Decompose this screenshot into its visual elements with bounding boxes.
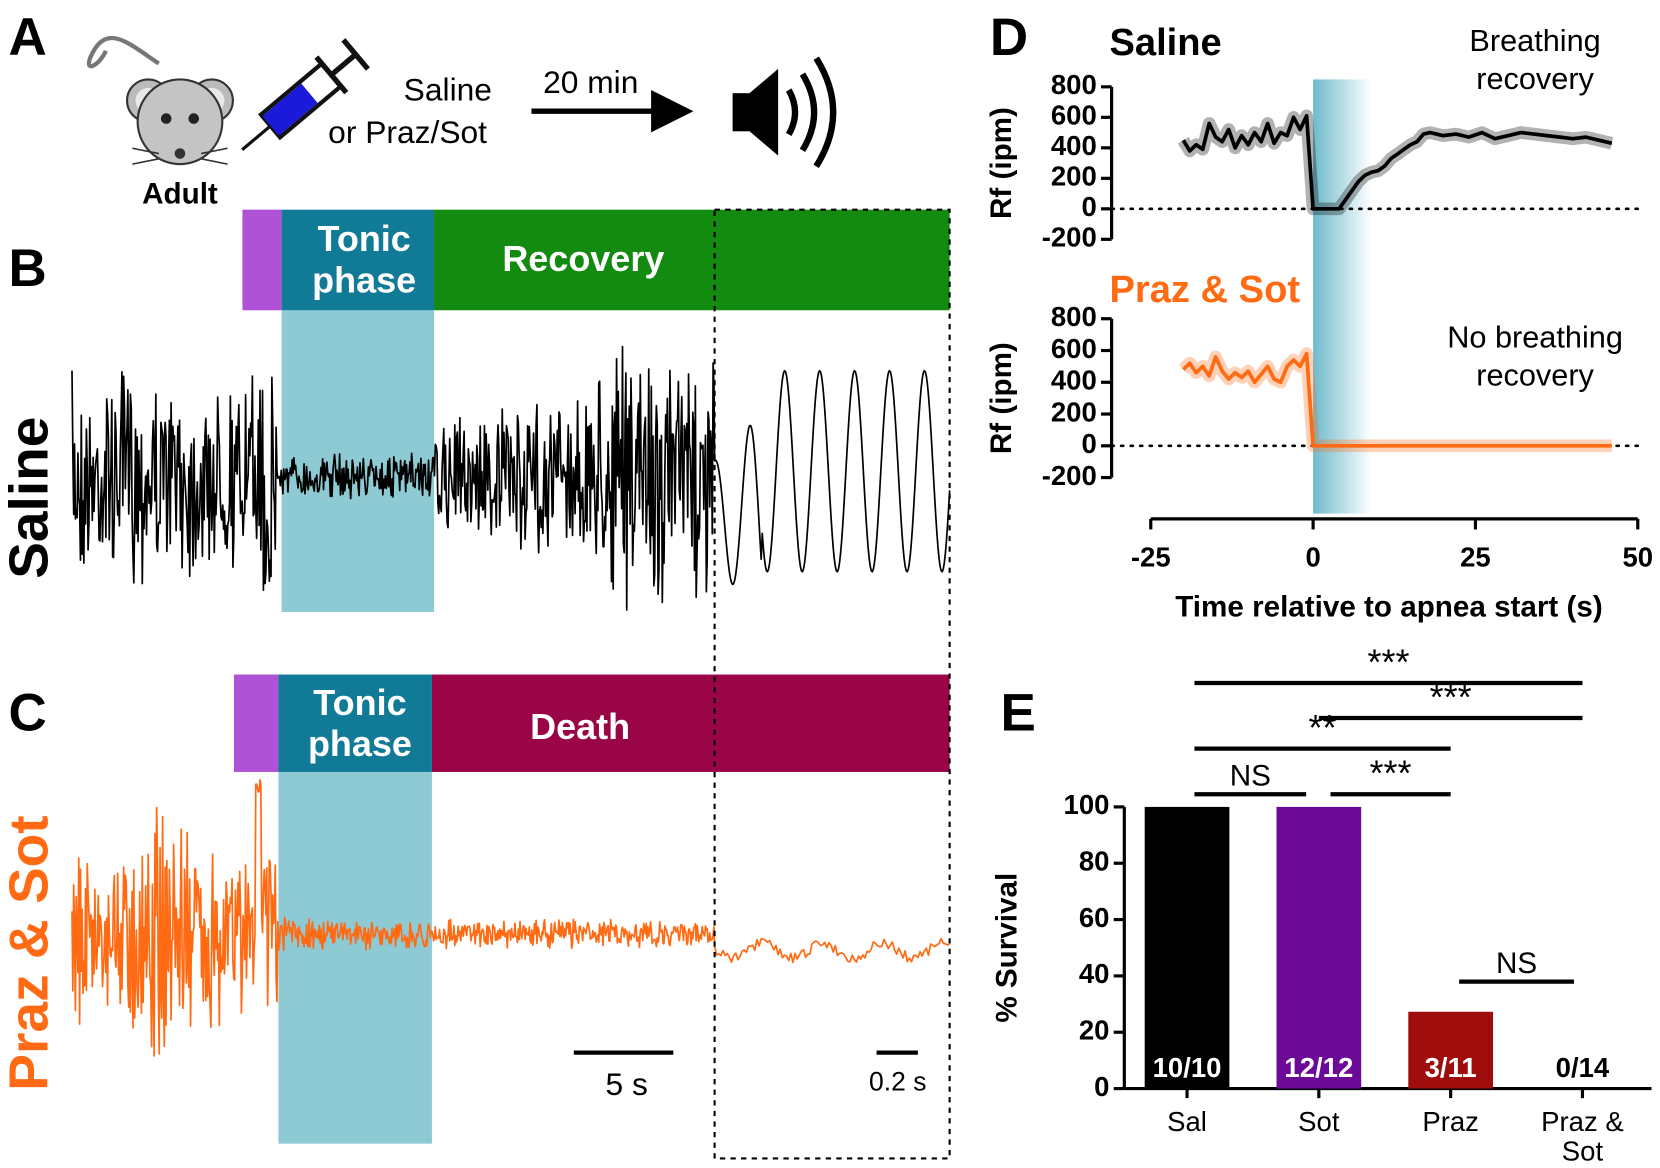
y-tick-label: 200 — [1051, 396, 1097, 427]
y-tick-label: 600 — [1051, 333, 1097, 364]
zoom-box — [713, 208, 951, 1160]
significance-label: *** — [1430, 676, 1472, 717]
tonic-shade — [278, 771, 432, 1144]
x-tick-label: 0 — [1305, 541, 1320, 572]
line-band — [1177, 109, 1614, 216]
y-axis-label: % Survival — [990, 873, 1023, 1023]
x-tick-label: Praz & Sot — [1541, 1106, 1624, 1167]
y-tick-label: 100 — [1064, 789, 1110, 820]
phase-label: Death — [530, 706, 630, 747]
phase-bar — [434, 209, 950, 311]
significance-label: *** — [1367, 642, 1409, 683]
bar — [1144, 806, 1230, 1089]
y-axis-label: Rf (ipm) — [985, 342, 1018, 454]
x-tick-label: 25 — [1460, 541, 1491, 572]
annotation: recovery — [1476, 357, 1594, 392]
y-tick-label: -200 — [1042, 222, 1097, 253]
x-tick-label: Praz — [1422, 1106, 1479, 1137]
phase-label: phase — [308, 723, 412, 764]
tonic-shade — [281, 310, 435, 613]
y-tick-label: -200 — [1042, 460, 1097, 491]
phase-bar — [431, 674, 950, 772]
scale-label: 0.2 s — [869, 1067, 926, 1097]
x-tick-label: 50 — [1622, 541, 1653, 572]
row-label: Saline — [0, 417, 60, 579]
line — [1181, 351, 1612, 448]
y-axis-label: Rf (ipm) — [985, 107, 1018, 219]
annotation: Breathing — [1469, 23, 1600, 58]
significance-label: NS — [1496, 947, 1537, 980]
x-axis-label: Time relative to apnea start (s) — [1175, 590, 1602, 623]
row-label: Praz & Sot — [0, 815, 60, 1090]
x-tick-label: Sot — [1298, 1106, 1340, 1137]
traces — [71, 345, 951, 1057]
panel-letter: D — [990, 8, 1028, 67]
phase-label: Tonic — [313, 682, 406, 723]
bar — [1408, 1011, 1493, 1089]
phase-bar — [281, 209, 435, 311]
value-label: 12/12 — [1284, 1052, 1353, 1083]
y-tick-label: 0 — [1081, 428, 1096, 459]
arrow — [531, 90, 694, 133]
significance-label: *** — [1370, 753, 1412, 794]
line — [1181, 113, 1613, 211]
y-tick-label: 200 — [1051, 161, 1097, 192]
y-tick-label: 60 — [1079, 902, 1110, 933]
panel-letter: E — [1000, 684, 1035, 743]
value-label: 3/11 — [1425, 1052, 1477, 1083]
annotation: No breathing — [1447, 319, 1623, 354]
value-label: 0/14 — [1556, 1052, 1610, 1083]
syringe-icon — [241, 38, 370, 151]
raw-trace — [71, 345, 951, 611]
phase-bar — [233, 674, 279, 772]
annotation: recovery — [1476, 61, 1594, 96]
phase-label: Tonic — [318, 218, 411, 259]
y-tick-label: 0 — [1094, 1071, 1109, 1102]
bar — [1276, 806, 1362, 1089]
phase-bar — [242, 209, 282, 311]
y-tick-label: 80 — [1079, 846, 1110, 877]
y-tick-label: 20 — [1079, 1015, 1110, 1046]
mouse-icon — [86, 35, 234, 166]
y-tick-label: 800 — [1051, 301, 1097, 332]
significance-label: ** — [1309, 707, 1337, 748]
treatment-label: Saline — [404, 72, 492, 108]
significance-label: NS — [1230, 760, 1271, 793]
chart-title: Praz & Sot — [1109, 269, 1300, 311]
scale-label: 5 s — [606, 1066, 648, 1102]
raw-trace — [71, 779, 950, 1057]
y-tick-label: 0 — [1081, 191, 1096, 222]
value-label: 10/10 — [1153, 1052, 1222, 1083]
y-tick-label: 40 — [1079, 958, 1110, 989]
x-tick-label: Sal — [1167, 1106, 1207, 1137]
apnea-shade — [1313, 243, 1372, 514]
y-tick-label: 400 — [1051, 365, 1097, 396]
treatment-label: or Praz/Sot — [328, 114, 487, 150]
y-tick-label: 600 — [1051, 100, 1097, 131]
apnea-shade — [1313, 79, 1372, 244]
delay-label: 20 min — [543, 64, 638, 100]
phase-label: Recovery — [502, 238, 664, 279]
panel-letter: C — [8, 684, 46, 743]
y-tick-label: 800 — [1051, 69, 1097, 100]
phase-bar — [278, 674, 432, 772]
chart-title: Saline — [1109, 22, 1221, 64]
panel-letter: B — [8, 239, 46, 298]
speaker-icon — [732, 56, 837, 168]
y-tick-label: 400 — [1051, 130, 1097, 161]
subject-label: Adult — [142, 177, 218, 210]
x-tick-label: -25 — [1131, 541, 1171, 572]
phase-label: phase — [312, 259, 416, 300]
panel-letter: A — [8, 8, 46, 67]
